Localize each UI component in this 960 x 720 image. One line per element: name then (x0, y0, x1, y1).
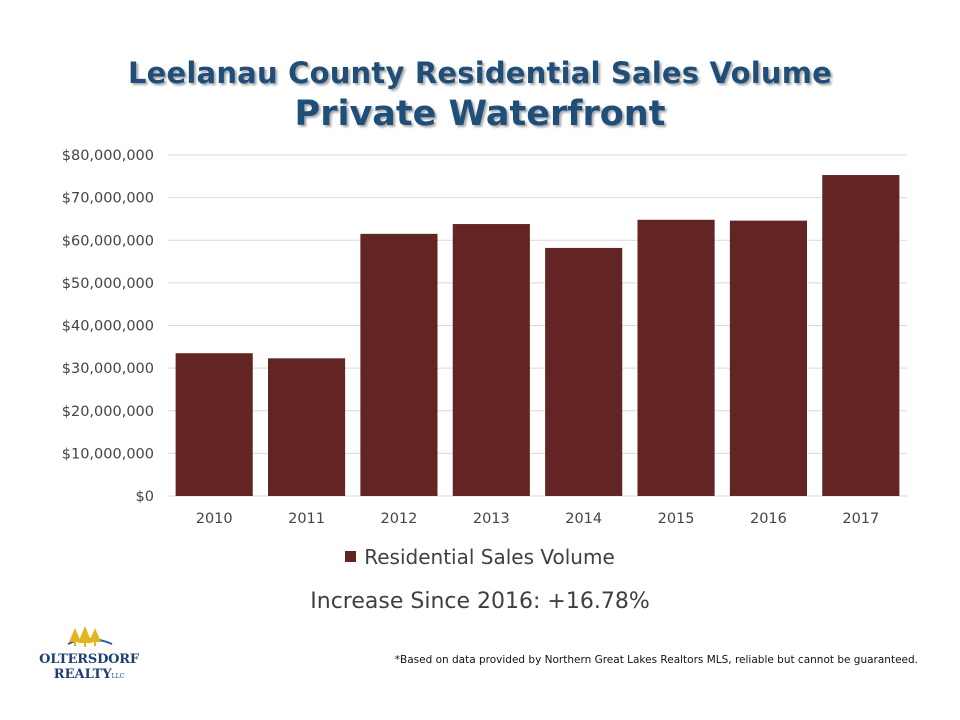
legend-label: Residential Sales Volume (364, 545, 615, 569)
increase-since-2016: Increase Since 2016: +16.78% (310, 589, 650, 614)
bar-2017 (822, 175, 900, 496)
bar-2012 (360, 233, 438, 496)
y-tick-label: $10,000,000 (62, 446, 154, 462)
x-tick-label: 2011 (288, 511, 325, 527)
x-tick-label: 2016 (750, 511, 787, 527)
bar-2014 (545, 247, 623, 496)
bar-2011 (267, 358, 346, 496)
oltersdorf-realty-logo: OLTERSDORF REALTYLLC (34, 626, 144, 686)
y-tick-label: $40,000,000 (62, 319, 154, 335)
bar-2010 (175, 353, 253, 496)
y-tick-label: $20,000,000 (62, 404, 154, 420)
bar-2015 (637, 219, 715, 496)
y-tick-label: $30,000,000 (62, 361, 154, 377)
y-tick-label: $50,000,000 (62, 276, 154, 292)
y-tick-label: $60,000,000 (62, 233, 154, 249)
x-tick-label: 2010 (196, 511, 233, 527)
y-tick-label: $0 (136, 489, 154, 505)
x-tick-label: 2014 (565, 511, 602, 527)
y-axis-ticks: $0 $10,000,000 $20,000,000 $30,000,000 $40,0… (62, 148, 154, 505)
logo-name: OLTERSDORF (39, 652, 139, 667)
logo-realty: REALTYLLC (34, 667, 144, 682)
legend: Residential Sales Volume (0, 545, 960, 569)
bar-chart: $0 $10,000,000 $20,000,000 $30,000,000 $40,0… (62, 148, 907, 527)
x-tick-label: 2012 (380, 511, 417, 527)
bars (175, 175, 900, 496)
y-tick-label: $80,000,000 (62, 148, 154, 164)
logo-llc: LLC (111, 673, 125, 680)
chart-title-line1: Leelanau County Residential Sales Volume (128, 56, 832, 90)
pine-trees-icon (67, 626, 113, 647)
y-tick-label: $70,000,000 (62, 191, 154, 207)
x-axis-ticks: 2010 2011 2012 2013 2014 2015 2016 2017 (196, 511, 880, 527)
bar-2013 (452, 224, 530, 496)
x-tick-label: 2015 (658, 511, 695, 527)
x-tick-label: 2013 (473, 511, 510, 527)
logo-realty-text: REALTY (53, 667, 112, 682)
bar-2016 (729, 220, 808, 496)
x-tick-label: 2017 (842, 511, 879, 527)
data-source-footnote: *Based on data provided by Northern Grea… (394, 654, 918, 666)
chart-title-line2: Private Waterfront (294, 94, 666, 134)
legend-swatch (345, 551, 357, 562)
